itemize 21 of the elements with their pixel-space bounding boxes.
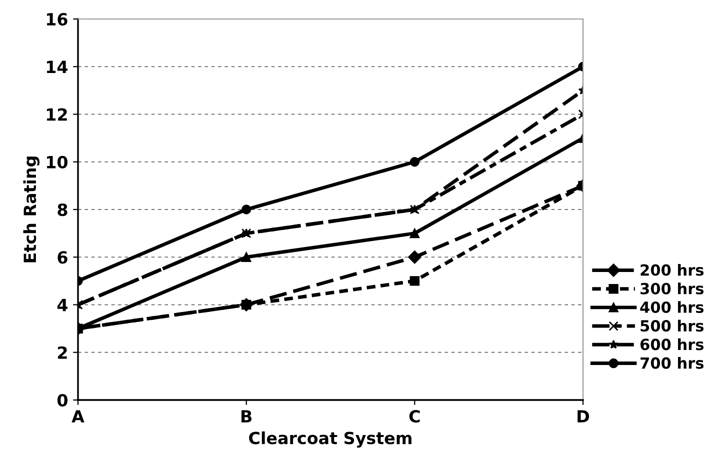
y-tick-label: 8 — [58, 203, 68, 216]
legend-label: 400 hrs — [640, 301, 704, 314]
y-tick-label: 0 — [57, 394, 68, 407]
y-tick-label: 12 — [46, 108, 67, 121]
legend-label: 500 hrs — [640, 320, 704, 332]
x-tick-label: A — [72, 410, 84, 422]
legend-label: 700 hrs — [640, 356, 704, 369]
y-tick-label: 4 — [57, 298, 68, 312]
y-tick-label: 16 — [46, 12, 68, 26]
x-tick-label: D — [578, 410, 590, 422]
x-tick-label: B — [242, 410, 252, 422]
x-axis-title: Clearcoat System — [249, 431, 412, 448]
y-tick-label: 10 — [46, 156, 68, 168]
y-tick-label: 6 — [58, 251, 68, 264]
y-axis-title: Etch Rating — [23, 156, 40, 262]
legend-label: 200 hrs — [640, 264, 704, 276]
legend-label: 600 hrs — [640, 338, 704, 350]
x-tick-label: C — [409, 410, 420, 423]
y-tick-label: 2 — [58, 346, 67, 359]
y-tick-label: 14 — [46, 60, 68, 73]
legend-label: 300 hrs — [640, 282, 704, 294]
